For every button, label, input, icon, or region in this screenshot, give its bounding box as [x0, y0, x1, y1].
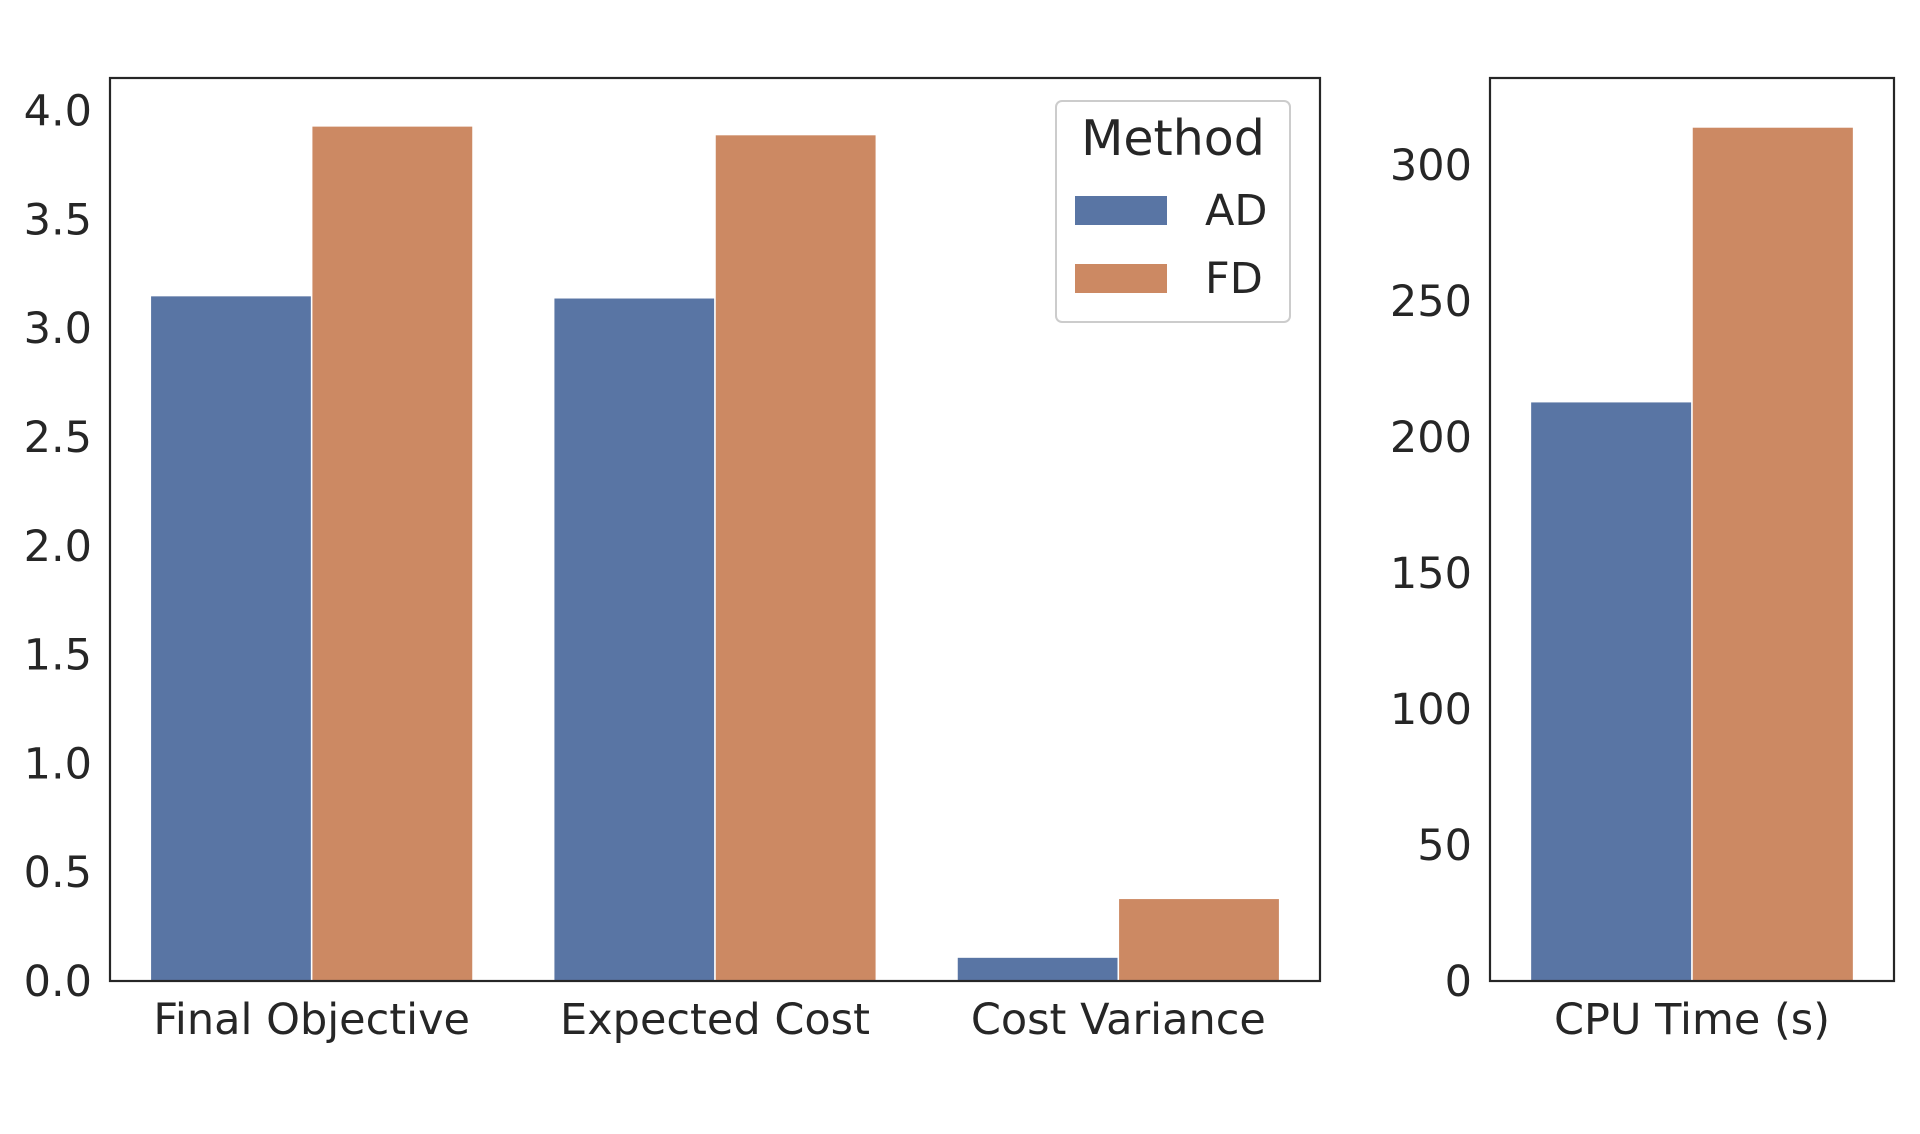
y-tick-label: 150: [1390, 549, 1472, 599]
x-category-label: Expected Cost: [560, 995, 870, 1045]
legend-swatch-fd: [1075, 264, 1167, 293]
y-tick-label: 300: [1390, 141, 1472, 191]
y-tick-label: 200: [1390, 413, 1472, 463]
y-tick-label: 2.5: [24, 413, 92, 463]
y-tick-label: 2.0: [24, 522, 92, 572]
y-tick-label: 3.5: [24, 195, 92, 245]
y-tick-label: 50: [1417, 821, 1472, 871]
y-tick-label: 250: [1390, 277, 1472, 327]
bar-ad-cpu-time-s: [1529, 400, 1693, 982]
bar-fd-cpu-time-s: [1691, 126, 1855, 982]
bar-ad-cost-variance: [956, 956, 1120, 982]
legend-label-ad: AD: [1205, 186, 1268, 236]
bar-ad-expected-cost: [552, 297, 716, 982]
plot-frame: [1488, 76, 1896, 983]
left-bar-chart-panel: 0.0 0.5 1.0 1.5 2.0 2.5 3.0 3.5 4.0 Final Objecti…: [24, 76, 1322, 1045]
y-tick-label: 0.0: [24, 957, 92, 1007]
x-category-label: Final Objective: [153, 995, 470, 1045]
bar-ad-final-objective: [149, 294, 313, 982]
y-tick-label: 0.5: [24, 848, 92, 898]
y-tick-label: 100: [1390, 685, 1472, 735]
y-tick-label: 1.0: [24, 739, 92, 789]
plot-frame: [108, 76, 1322, 983]
bar-fd-final-objective: [310, 125, 474, 982]
legend-title: Method: [1081, 110, 1265, 167]
legend-label-fd: FD: [1205, 254, 1263, 304]
bar-fd-cost-variance: [1117, 897, 1281, 982]
y-tick-label: 3.0: [24, 304, 92, 354]
x-category-label: Cost Variance: [971, 995, 1266, 1045]
y-tick-label: 1.5: [24, 631, 92, 681]
legend-swatch-ad: [1075, 196, 1167, 225]
y-tick-label: 4.0: [24, 87, 92, 137]
right-bar-chart-panel: 0 50 100 150 200 250 300 CPU Time (s): [1390, 76, 1896, 1045]
y-tick-label: 0: [1445, 957, 1472, 1007]
bar-fd-expected-cost: [714, 133, 878, 982]
x-category-label: CPU Time (s): [1554, 995, 1830, 1045]
legend: Method AD FD: [1055, 100, 1291, 323]
